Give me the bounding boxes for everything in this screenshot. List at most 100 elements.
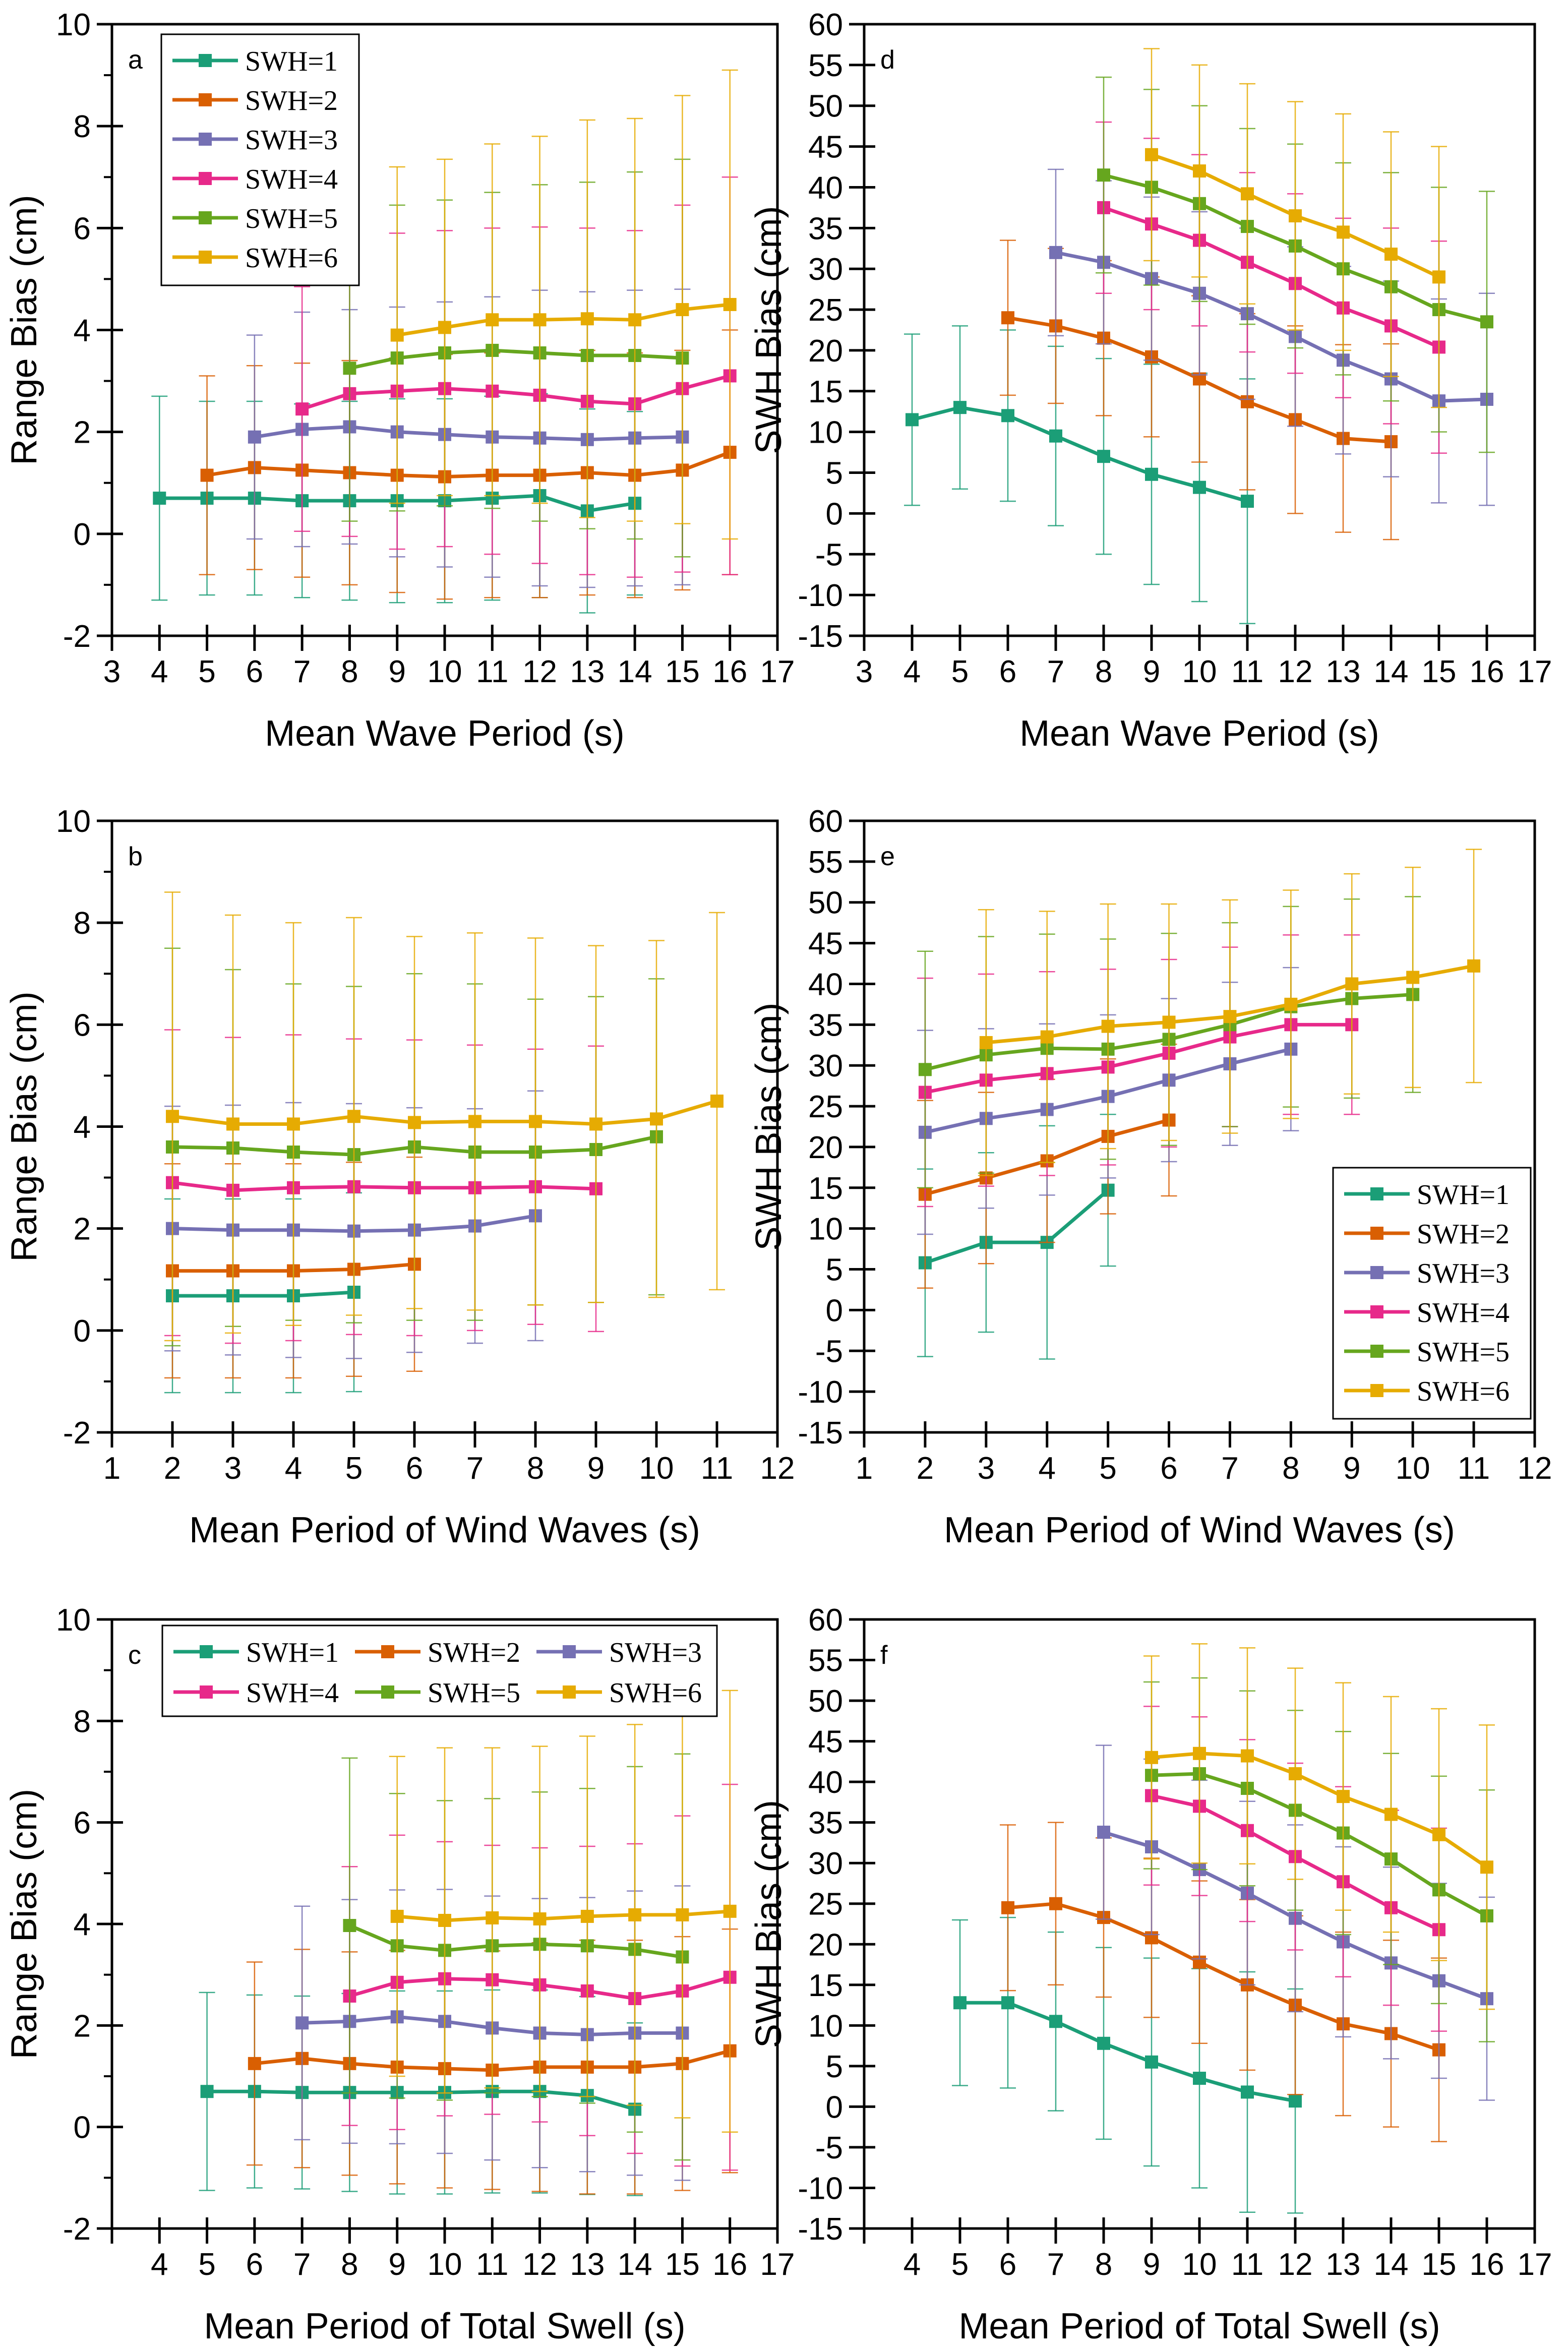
data-point [200,2085,214,2098]
series-line [960,2001,1296,2103]
series-swh-4 [917,934,1360,1208]
x-tick-label: 10 [1182,2247,1217,2282]
y-tick-label: 15 [808,1171,843,1206]
y-tick-label: 10 [808,1212,843,1247]
x-tick-label: 8 [341,654,358,689]
x-tick-label: 11 [1231,654,1263,689]
x-tick-label: 17 [760,654,795,689]
y-tick-label: 5 [826,1253,843,1288]
y-tick-label: 20 [808,1130,843,1165]
x-tick-label: 16 [712,2247,747,2282]
series-swh-3 [1048,168,1495,506]
legend-label: SWH=5 [245,203,338,234]
data-point [1480,315,1493,329]
x-tick-label: 5 [951,2247,969,2282]
legend-marker [199,54,212,67]
y-tick-label: 55 [808,845,843,880]
panel-label: c [128,1641,141,1670]
x-tick-label: 4 [151,654,168,689]
data-point [1097,450,1110,463]
x-tick-label: 8 [1095,654,1112,689]
y-tick-label: 60 [808,1603,843,1638]
x-tick-label: 9 [1143,2247,1160,2282]
x-tick-label: 9 [1343,1451,1360,1486]
x-tick-label: 12 [1278,2247,1313,2282]
series-swh-6 [978,849,1482,1176]
y-tick-label: -15 [798,619,843,654]
y-tick-label: 20 [808,1928,843,1962]
data-point [1001,409,1014,423]
y-tick-label: 2 [74,2009,91,2043]
data-point [295,402,309,416]
data-point [533,313,547,327]
legend-marker [1370,1187,1383,1200]
data-point [628,313,642,327]
y-tick-label: 40 [808,967,843,1002]
legend-marker [1370,1305,1383,1318]
data-point [468,1115,481,1128]
legend-label: SWH=5 [428,1677,520,1709]
x-tick-label: 12 [1518,1451,1552,1486]
x-tick-label: 4 [151,2247,168,2282]
data-point [1432,1828,1445,1841]
data-point [906,413,919,427]
x-tick-label: 10 [428,2247,462,2282]
x-tick-label: 4 [903,2247,921,2282]
x-tick-label: 7 [293,654,311,689]
data-point [1432,270,1445,284]
legend-marker [1370,1227,1383,1240]
y-tick-label: -15 [798,1416,843,1451]
y-axis-label: Range Bias (cm) [4,195,44,465]
y-tick-label: 10 [56,1603,91,1638]
x-tick-label: 12 [522,2247,557,2282]
legend-label: SWH=3 [1417,1258,1510,1289]
x-tick-label: 17 [1518,2247,1552,2282]
y-tick-label: 50 [808,1684,843,1719]
x-tick-label: 7 [466,1451,484,1486]
x-tick-label: 3 [103,654,120,689]
data-point [1241,2085,1254,2099]
data-point [295,2016,309,2030]
y-tick-label: 35 [808,211,843,246]
x-tick-label: 2 [164,1451,181,1486]
data-point [287,1117,300,1131]
data-point [248,430,261,444]
legend-marker [199,251,212,264]
data-point [1284,997,1298,1011]
y-axis-label: SWH Bias (cm) [749,1003,789,1251]
data-point [153,492,166,505]
y-tick-label: 6 [74,211,91,246]
y-tick-label: 0 [74,2111,91,2145]
x-tick-label: 10 [428,654,462,689]
series-line [397,1909,730,1922]
x-tick-label: 8 [527,1451,544,1486]
y-tick-label: 40 [808,170,843,205]
x-tick-label: 4 [1038,1451,1055,1486]
y-tick-label: 10 [56,804,91,839]
data-point [408,1116,421,1129]
data-point [390,328,404,342]
y-tick-label: 15 [808,1968,843,2003]
data-point [676,303,689,317]
y-tick-label: 55 [808,48,843,83]
y-tick-label: 50 [808,886,843,921]
y-tick-label: 6 [74,1806,91,1841]
legend-box [160,33,360,286]
series-line [925,1022,1352,1095]
x-tick-label: 7 [1221,1451,1238,1486]
x-tick-label: 3 [978,1451,995,1486]
data-point [343,1919,356,1933]
series-line [1055,251,1487,403]
y-tick-label: 30 [808,1846,843,1881]
x-tick-label: 6 [246,654,263,689]
data-point [1049,1897,1062,1910]
data-point [1001,1901,1014,1914]
x-tick-label: 7 [1047,654,1064,689]
panel-label: e [880,842,895,871]
series-line [1007,1902,1440,2052]
x-tick-label: 9 [587,1451,605,1486]
data-point [1337,1790,1350,1803]
x-tick-label: 2 [917,1451,934,1486]
